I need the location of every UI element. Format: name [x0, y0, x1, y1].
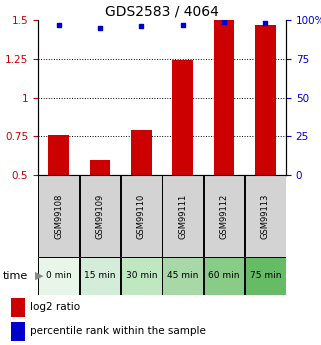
Bar: [204, 257, 245, 295]
Text: GSM99113: GSM99113: [261, 193, 270, 239]
Text: 15 min: 15 min: [84, 272, 116, 280]
Text: time: time: [3, 271, 29, 281]
Point: [263, 20, 268, 26]
Title: GDS2583 / 4064: GDS2583 / 4064: [105, 5, 219, 19]
Point: [221, 19, 227, 24]
Bar: [162, 175, 203, 257]
Point: [180, 22, 185, 27]
Bar: [38, 175, 79, 257]
Text: ▶: ▶: [35, 271, 44, 281]
Bar: [11, 298, 25, 317]
Bar: [80, 257, 120, 295]
Bar: [48, 135, 69, 175]
Bar: [204, 175, 245, 257]
Bar: [90, 159, 110, 175]
Text: 75 min: 75 min: [250, 272, 281, 280]
Text: percentile rank within the sample: percentile rank within the sample: [30, 326, 206, 336]
Point: [56, 22, 61, 27]
Bar: [172, 60, 193, 175]
Text: 0 min: 0 min: [46, 272, 72, 280]
Text: 30 min: 30 min: [126, 272, 157, 280]
Text: GSM99111: GSM99111: [178, 194, 187, 239]
Bar: [38, 257, 79, 295]
Point: [139, 23, 144, 29]
Bar: [255, 24, 276, 175]
Bar: [11, 322, 25, 341]
Bar: [162, 257, 203, 295]
Bar: [121, 175, 162, 257]
Bar: [80, 175, 120, 257]
Text: log2 ratio: log2 ratio: [30, 303, 80, 313]
Bar: [245, 175, 286, 257]
Text: 45 min: 45 min: [167, 272, 198, 280]
Point: [98, 25, 103, 30]
Text: GSM99112: GSM99112: [220, 194, 229, 239]
Text: GSM99109: GSM99109: [96, 194, 105, 239]
Text: GSM99110: GSM99110: [137, 194, 146, 239]
Bar: [131, 130, 152, 175]
Bar: [214, 20, 234, 175]
Bar: [245, 257, 286, 295]
Text: GSM99108: GSM99108: [54, 193, 63, 239]
Bar: [121, 257, 162, 295]
Text: 60 min: 60 min: [208, 272, 240, 280]
